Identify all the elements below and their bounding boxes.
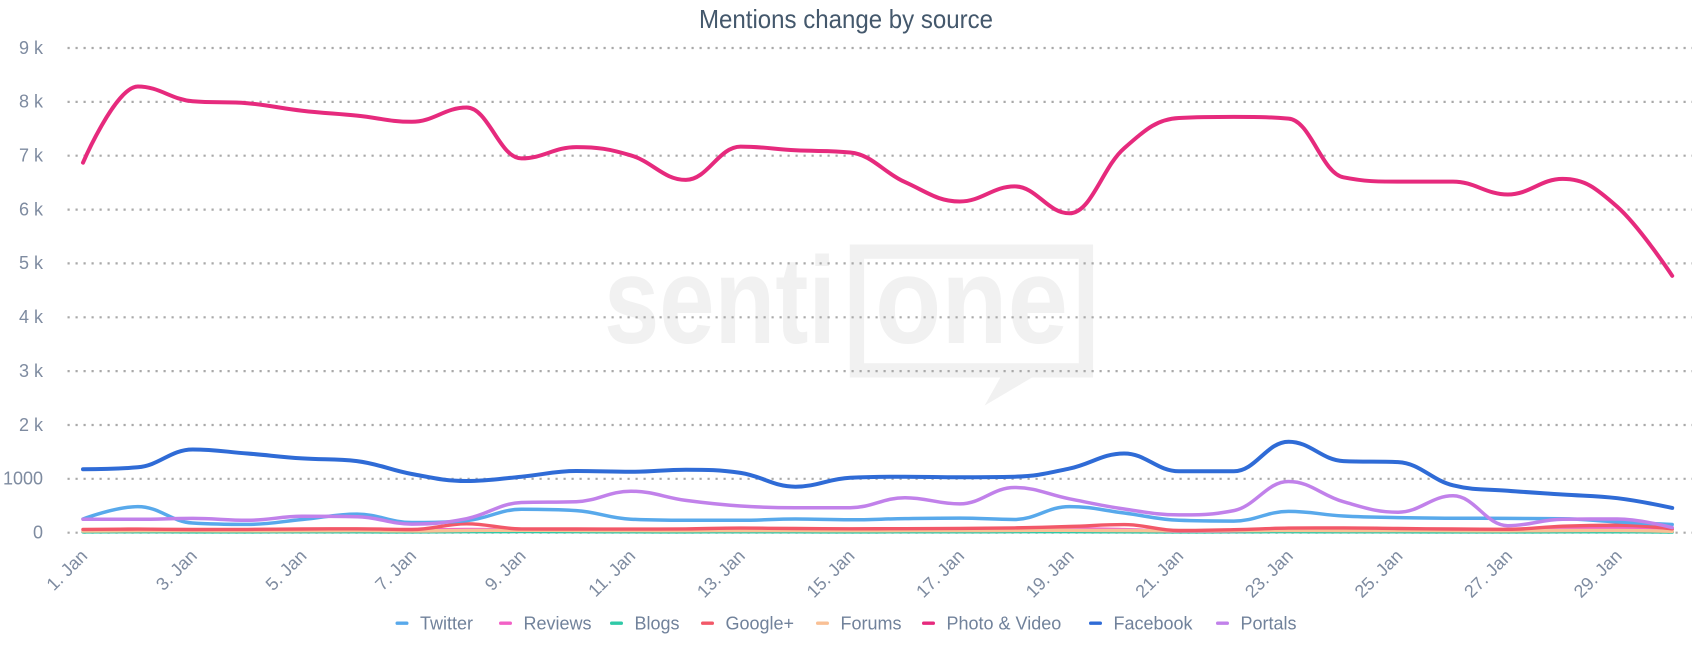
svg-text:6 k: 6 k (19, 199, 44, 219)
svg-text:Portals: Portals (1241, 614, 1297, 634)
svg-text:Reviews: Reviews (524, 614, 592, 634)
svg-text:9 k: 9 k (19, 38, 44, 58)
svg-text:Forums: Forums (841, 614, 902, 634)
svg-text:4 k: 4 k (19, 307, 44, 327)
svg-text:1000: 1000 (3, 469, 43, 489)
svg-text:0: 0 (33, 523, 43, 543)
svg-text:5 k: 5 k (19, 253, 44, 273)
svg-text:Photo & Video: Photo & Video (947, 614, 1062, 634)
svg-text:Twitter: Twitter (420, 614, 473, 634)
svg-text:3 k: 3 k (19, 361, 44, 381)
svg-text:senti: senti (604, 233, 836, 370)
svg-text:Blogs: Blogs (635, 614, 680, 634)
svg-text:2 k: 2 k (19, 415, 44, 435)
svg-text:one: one (875, 233, 1068, 370)
svg-text:7 k: 7 k (19, 146, 44, 166)
svg-text:Mentions change by source: Mentions change by source (699, 4, 993, 34)
svg-text:Facebook: Facebook (1114, 614, 1194, 634)
svg-text:8 k: 8 k (19, 92, 44, 112)
svg-text:Google+: Google+ (726, 614, 795, 634)
